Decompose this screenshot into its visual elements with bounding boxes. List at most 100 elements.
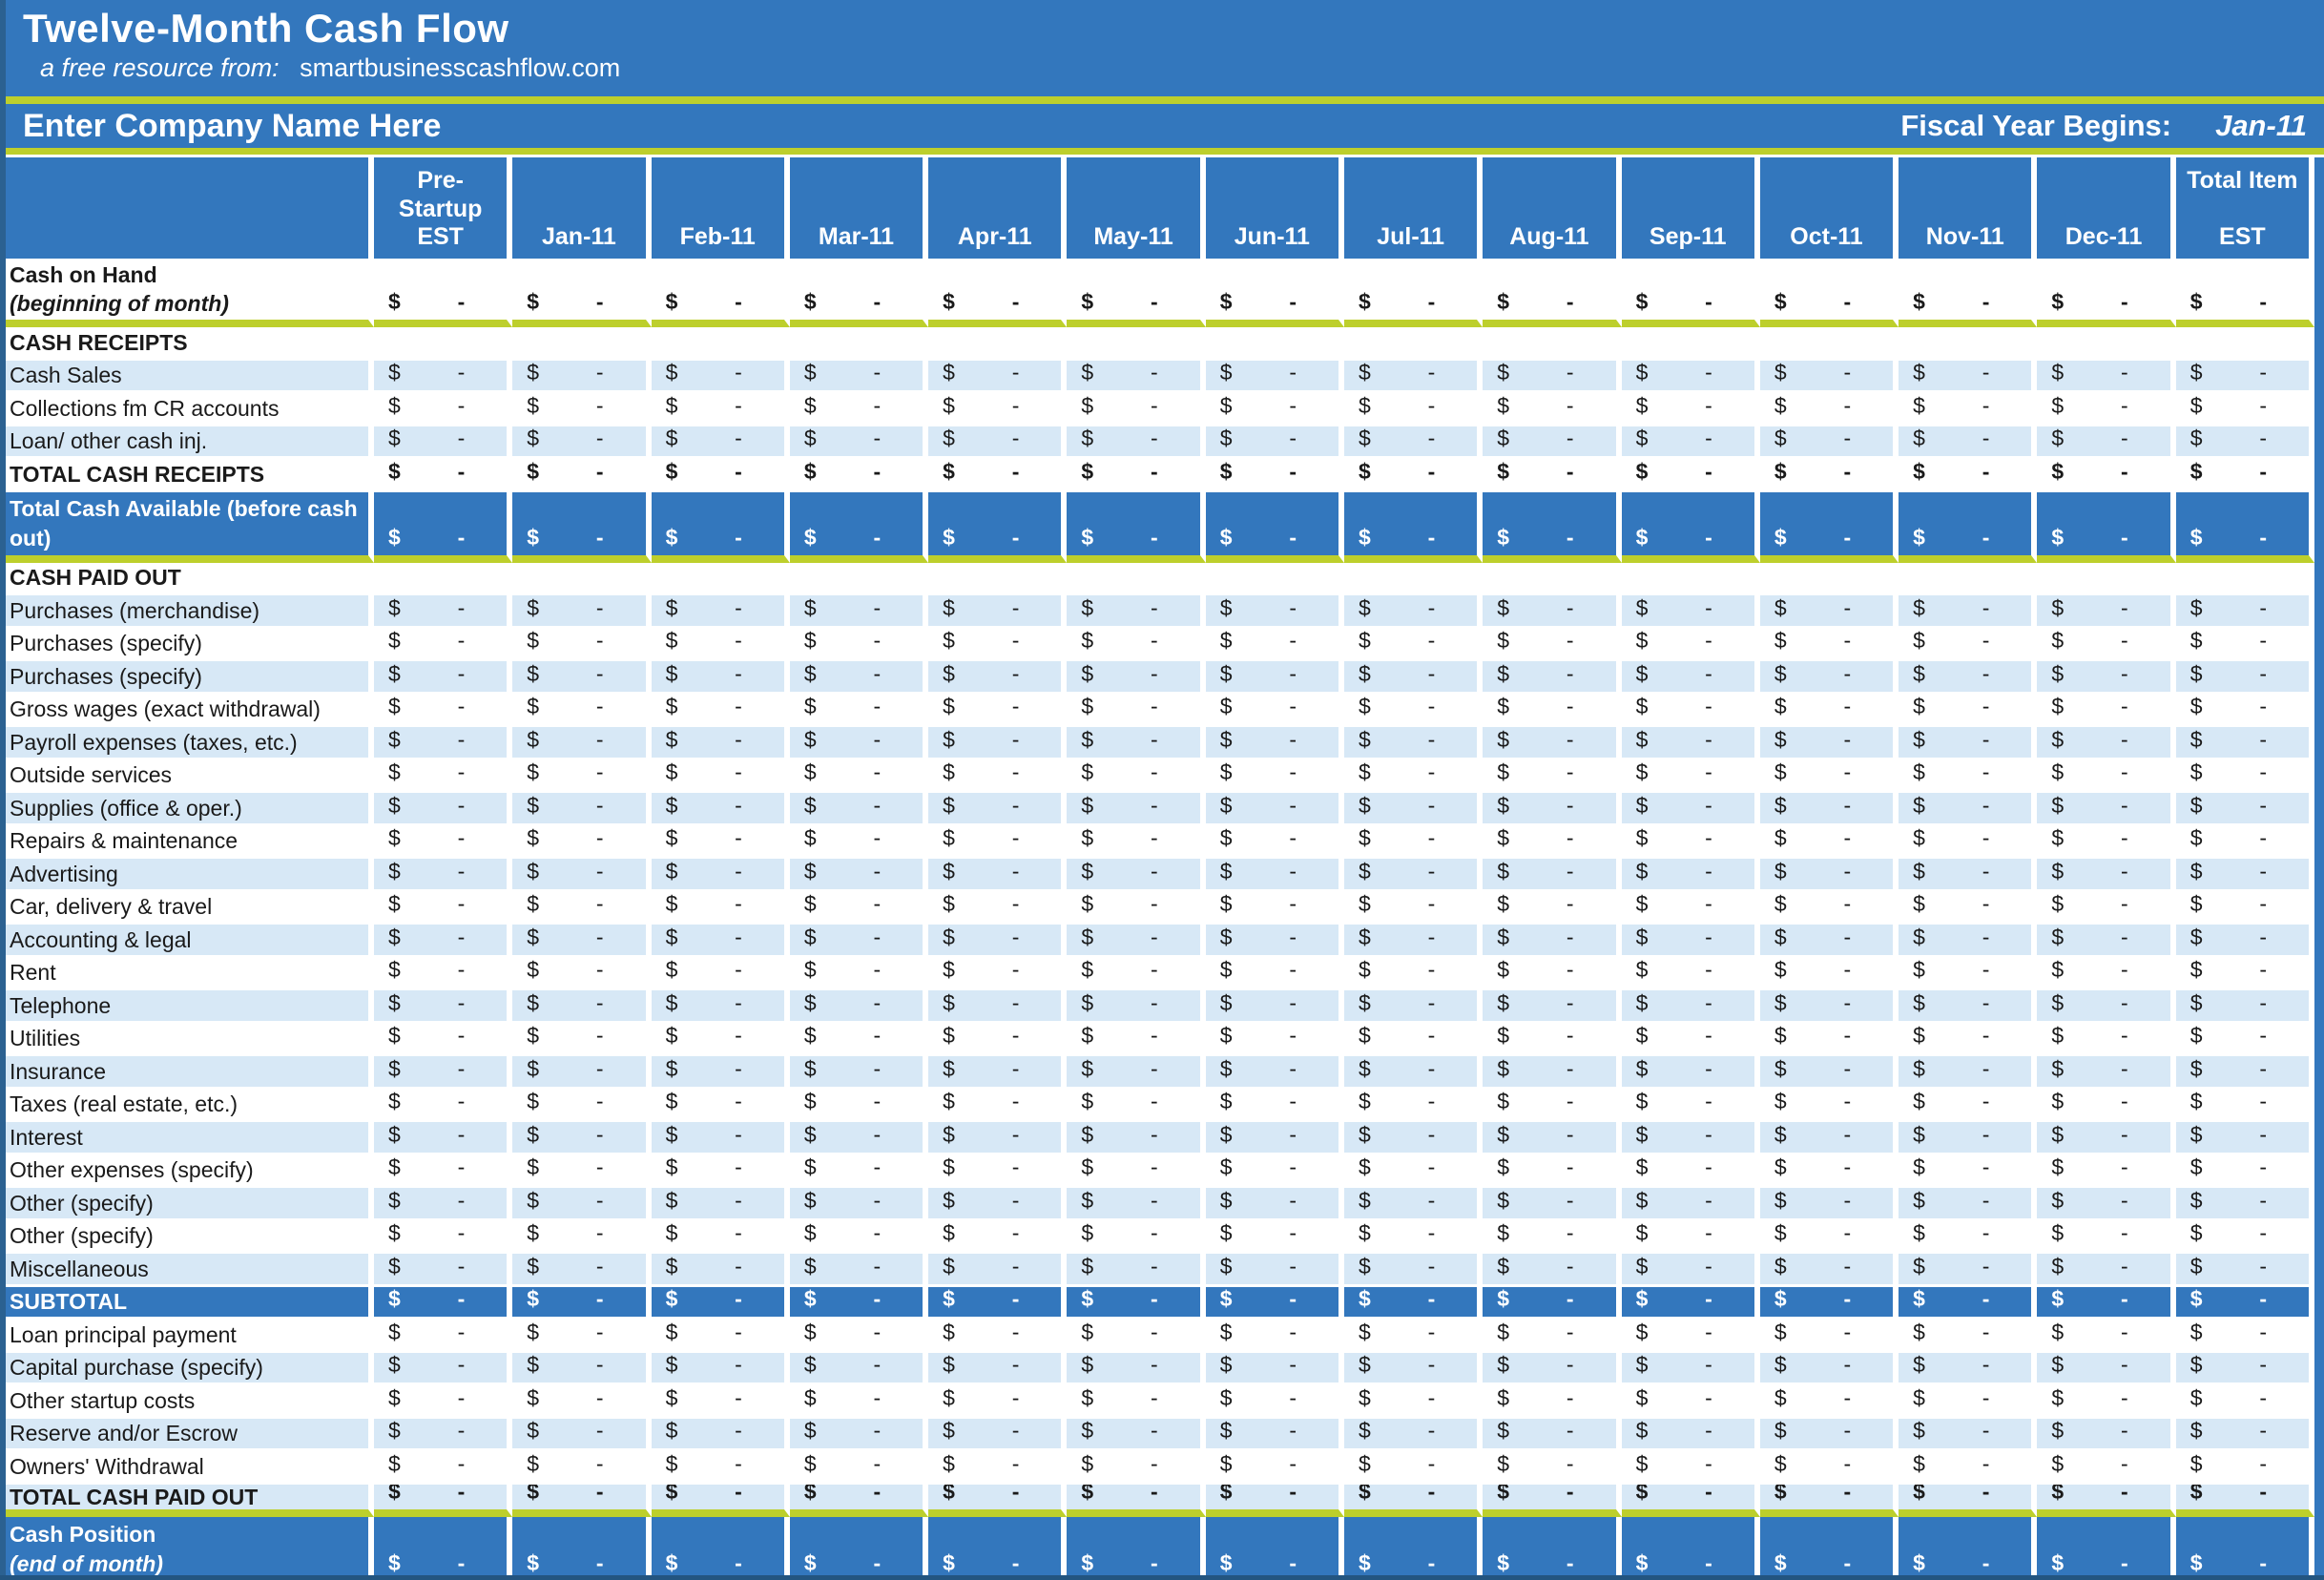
amount-cell[interactable]: $ - — [374, 1154, 513, 1188]
amount-cell[interactable]: $ - — [2175, 628, 2314, 661]
amount-cell[interactable]: $ - — [789, 759, 929, 793]
amount-cell[interactable]: $ - — [1067, 925, 1206, 958]
amount-cell[interactable]: $ - — [1205, 859, 1344, 892]
amount-cell[interactable]: $ - — [512, 859, 652, 892]
amount-cell[interactable]: $ - — [1205, 1089, 1344, 1122]
amount-cell[interactable]: $ - — [928, 1254, 1068, 1287]
amount-cell[interactable]: $ - — [2037, 1154, 2176, 1188]
amount-cell[interactable]: $ - — [2037, 957, 2176, 990]
amount-cell[interactable]: $ - — [789, 825, 929, 859]
amount-cell[interactable]: $ - — [928, 595, 1068, 629]
amount-cell[interactable]: $ - — [2175, 1188, 2314, 1221]
amount-cell[interactable]: $ - — [651, 1122, 790, 1155]
amount-cell[interactable]: $ - — [1344, 595, 1484, 629]
amount-cell[interactable]: $ - — [2037, 1352, 2176, 1385]
amount-cell[interactable]: $ - — [1759, 825, 1899, 859]
amount-cell[interactable]: $ - — [1899, 628, 2038, 661]
amount-cell[interactable]: $ - — [1067, 1056, 1206, 1090]
amount-cell[interactable]: $ - — [1759, 859, 1899, 892]
amount-cell[interactable]: $ - — [1344, 825, 1484, 859]
amount-cell[interactable]: $ - — [1759, 1023, 1899, 1056]
amount-cell[interactable]: $ - — [512, 1254, 652, 1287]
amount-cell[interactable]: $ - — [1621, 1484, 1760, 1517]
amount-cell[interactable]: $ - — [1621, 1056, 1760, 1090]
amount-cell[interactable]: $ - — [512, 727, 652, 760]
amount-cell[interactable]: $ - — [1344, 393, 1484, 426]
amount-cell[interactable]: $ - — [789, 1320, 929, 1353]
amount-cell[interactable]: $ - — [1759, 1056, 1899, 1090]
amount-cell[interactable]: $ - — [1899, 1418, 2038, 1451]
amount-cell[interactable]: $ - — [374, 1385, 513, 1419]
amount-cell[interactable]: $ - — [928, 661, 1068, 695]
amount-cell[interactable]: $ - — [1621, 393, 1760, 426]
amount-cell[interactable]: $ - — [928, 925, 1068, 958]
amount-cell[interactable]: $ - — [2175, 859, 2314, 892]
amount-cell[interactable]: $ - — [1759, 1385, 1899, 1419]
amount-cell[interactable]: $ - — [1899, 491, 2038, 563]
amount-cell[interactable]: $ - — [1205, 891, 1344, 925]
amount-cell[interactable]: $ - — [1067, 426, 1206, 459]
amount-cell[interactable]: $ - — [1344, 759, 1484, 793]
amount-cell[interactable]: $ - — [928, 1220, 1068, 1254]
amount-cell[interactable]: $ - — [1759, 1484, 1899, 1517]
amount-cell[interactable]: $ - — [1621, 925, 1760, 958]
amount-cell[interactable]: $ - — [789, 793, 929, 826]
amount-cell[interactable]: $ - — [928, 694, 1068, 727]
amount-cell[interactable]: $ - — [1621, 1220, 1760, 1254]
amount-cell[interactable]: $ - — [651, 1188, 790, 1221]
amount-cell[interactable]: $ - — [512, 1517, 652, 1580]
amount-cell[interactable]: $ - — [1344, 1484, 1484, 1517]
amount-cell[interactable]: $ - — [1621, 628, 1760, 661]
amount-cell[interactable]: $ - — [1344, 1220, 1484, 1254]
amount-cell[interactable]: $ - — [1344, 990, 1484, 1024]
amount-cell[interactable]: $ - — [1344, 1286, 1484, 1320]
amount-cell[interactable]: $ - — [1899, 259, 2038, 327]
amount-cell[interactable]: $ - — [2175, 459, 2314, 492]
amount-cell[interactable]: $ - — [1759, 628, 1899, 661]
amount-cell[interactable]: $ - — [2037, 628, 2176, 661]
amount-cell[interactable]: $ - — [1899, 459, 2038, 492]
amount-cell[interactable]: $ - — [1344, 957, 1484, 990]
amount-cell[interactable]: $ - — [1344, 694, 1484, 727]
amount-cell[interactable]: $ - — [1067, 1451, 1206, 1485]
amount-cell[interactable]: $ - — [1621, 1286, 1760, 1320]
amount-cell[interactable]: $ - — [1759, 1418, 1899, 1451]
amount-cell[interactable]: $ - — [1759, 426, 1899, 459]
amount-cell[interactable]: $ - — [1205, 360, 1344, 393]
amount-cell[interactable]: $ - — [2175, 1484, 2314, 1517]
amount-cell[interactable]: $ - — [789, 1517, 929, 1580]
amount-cell[interactable]: $ - — [2037, 459, 2176, 492]
amount-cell[interactable]: $ - — [374, 393, 513, 426]
amount-cell[interactable]: $ - — [1344, 491, 1484, 563]
amount-cell[interactable]: $ - — [1621, 1418, 1760, 1451]
amount-cell[interactable]: $ - — [1899, 1188, 2038, 1221]
amount-cell[interactable]: $ - — [651, 426, 790, 459]
amount-cell[interactable]: $ - — [2175, 1286, 2314, 1320]
amount-cell[interactable]: $ - — [789, 459, 929, 492]
amount-cell[interactable]: $ - — [1067, 1188, 1206, 1221]
amount-cell[interactable]: $ - — [928, 1154, 1068, 1188]
amount-cell[interactable]: $ - — [651, 1023, 790, 1056]
amount-cell[interactable]: $ - — [1344, 1056, 1484, 1090]
amount-cell[interactable]: $ - — [374, 859, 513, 892]
amount-cell[interactable]: $ - — [1205, 459, 1344, 492]
amount-cell[interactable]: $ - — [1205, 825, 1344, 859]
amount-cell[interactable]: $ - — [1344, 891, 1484, 925]
amount-cell[interactable]: $ - — [374, 1220, 513, 1254]
amount-cell[interactable]: $ - — [1899, 393, 2038, 426]
amount-cell[interactable]: $ - — [512, 1089, 652, 1122]
amount-cell[interactable]: $ - — [1483, 793, 1622, 826]
amount-cell[interactable]: $ - — [2175, 1154, 2314, 1188]
amount-cell[interactable]: $ - — [1483, 1517, 1622, 1580]
amount-cell[interactable]: $ - — [1483, 1122, 1622, 1155]
amount-cell[interactable]: $ - — [1759, 694, 1899, 727]
amount-cell[interactable]: $ - — [1621, 1517, 1760, 1580]
amount-cell[interactable]: $ - — [512, 925, 652, 958]
amount-cell[interactable]: $ - — [1759, 1451, 1899, 1485]
amount-cell[interactable]: $ - — [512, 661, 652, 695]
amount-cell[interactable]: $ - — [2037, 1122, 2176, 1155]
amount-cell[interactable]: $ - — [789, 1188, 929, 1221]
amount-cell[interactable]: $ - — [1205, 259, 1344, 327]
amount-cell[interactable]: $ - — [2037, 1517, 2176, 1580]
amount-cell[interactable]: $ - — [1205, 661, 1344, 695]
